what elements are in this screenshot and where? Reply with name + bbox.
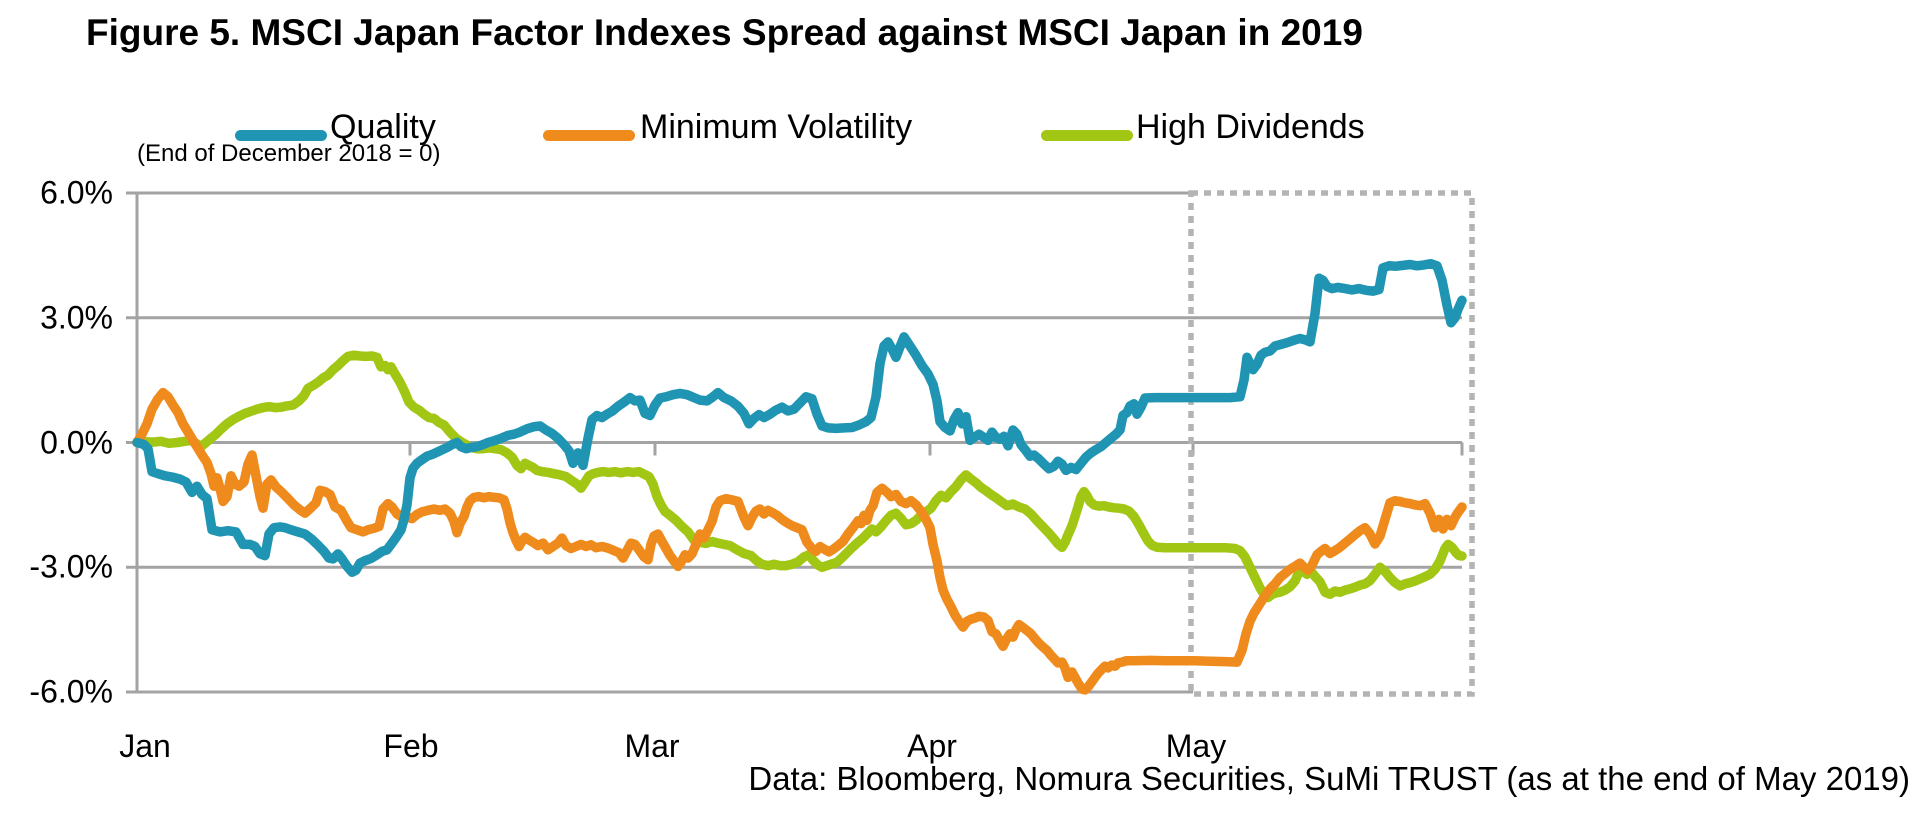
y-axis-label-3.0%: 3.0% — [40, 299, 113, 336]
series-line-quality — [132, 258, 1467, 577]
chart-title: Figure 5. MSCI Japan Factor Indexes Spre… — [86, 12, 1363, 53]
x-axis-label-Apr: Apr — [907, 728, 957, 764]
y-axis-label--3.0%: -3.0% — [29, 548, 113, 585]
legend-label-minimum-volatility: Minimum Volatility — [640, 108, 913, 146]
legend-label-quality: Quality — [330, 108, 436, 146]
x-axis-label-Jan: Jan — [119, 728, 171, 764]
y-axis-label-0.0%: 0.0% — [40, 424, 113, 460]
legend-label-high-dividends: High Dividends — [1136, 108, 1365, 146]
series-line-minimum-volatility — [132, 387, 1467, 695]
x-axis-label-Mar: Mar — [624, 728, 680, 764]
minimum-volatility-line-swatch-icon — [543, 130, 635, 141]
highlight-region-may — [1188, 190, 1475, 697]
x-axis-label-Feb: Feb — [383, 728, 439, 764]
y-axis-label--6.0%: -6.0% — [29, 673, 113, 710]
x-axis-label-May: May — [1165, 728, 1227, 764]
baseline-note: (End of December 2018 = 0) — [137, 140, 441, 167]
chart-legend: Quality Minimum Volatility High Dividend… — [0, 108, 1920, 154]
y-axis-label-6.0%: 6.0% — [40, 174, 113, 211]
quality-line-swatch-icon — [235, 130, 327, 141]
data-source-caption: Data: Bloomberg, Nomura Securities, SuMi… — [748, 760, 1910, 797]
high-dividends-line-swatch-icon — [1041, 130, 1133, 141]
